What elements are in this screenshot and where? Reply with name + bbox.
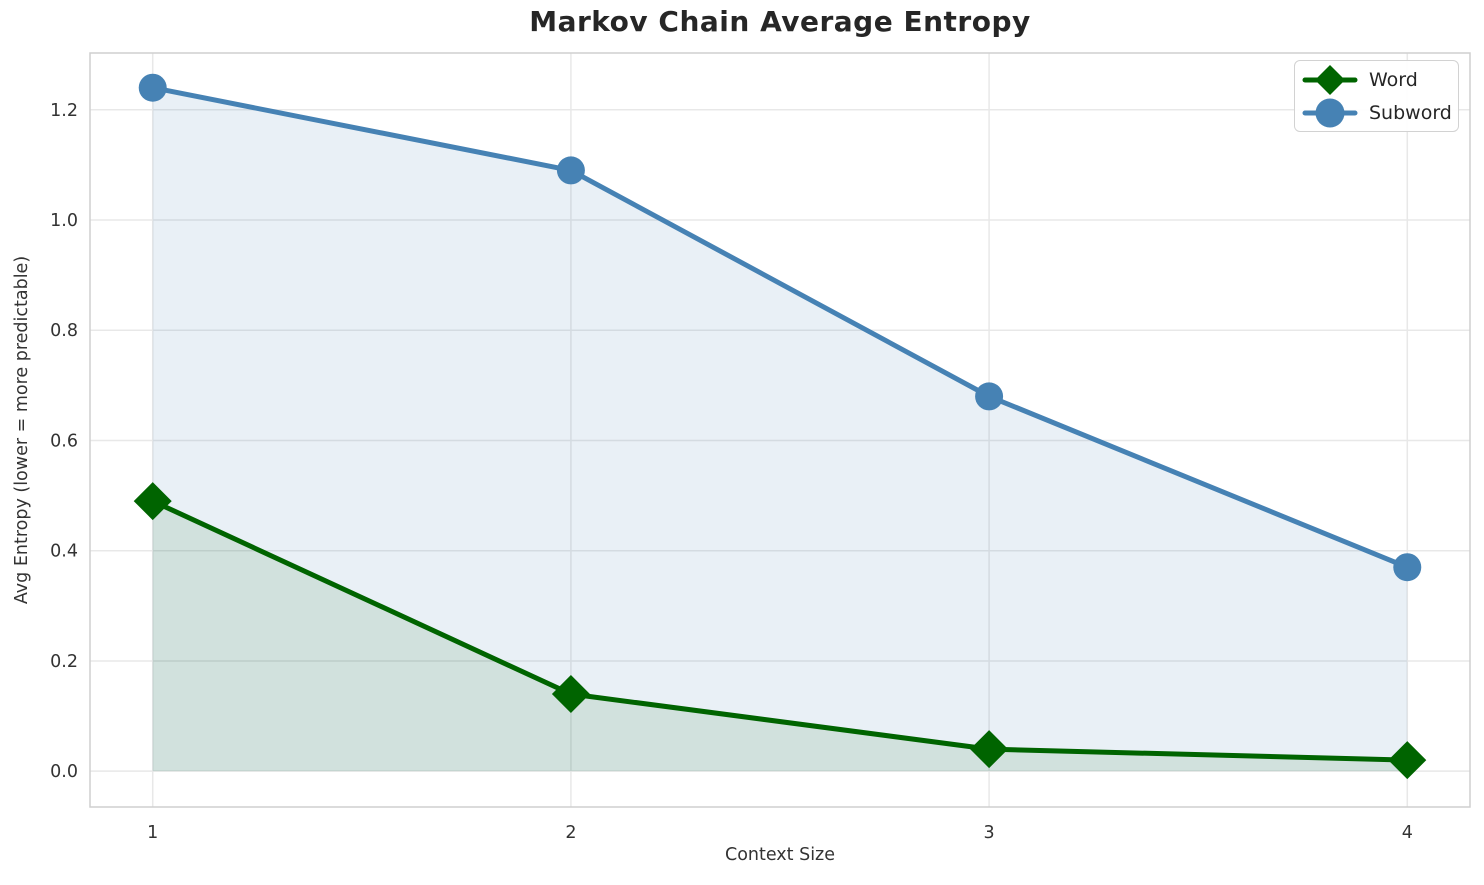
y-tick-label: 1.2 xyxy=(50,101,78,121)
area-fills xyxy=(152,87,1408,772)
marker-word xyxy=(970,730,1009,769)
marker-word xyxy=(133,482,172,521)
marker-word xyxy=(551,675,590,714)
y-tick-label: 0.0 xyxy=(50,762,78,782)
series-lines xyxy=(150,85,1410,763)
x-tick-label: 1 xyxy=(147,823,158,843)
marker-subword xyxy=(138,73,167,102)
marker-subword xyxy=(556,156,585,185)
marker-subword xyxy=(975,382,1004,411)
area-fill-subword xyxy=(152,87,1408,772)
area-fill-word xyxy=(152,501,1408,772)
legend-label-word: Word xyxy=(1369,68,1418,91)
line-word xyxy=(150,498,1410,763)
legend-item-word: Word xyxy=(1301,63,1452,96)
y-tick-label: 0.6 xyxy=(50,431,78,451)
y-tick-label: 1.0 xyxy=(50,211,78,231)
x-axis-label: Context Size xyxy=(724,845,836,865)
y-tick-label: 0.4 xyxy=(50,542,78,562)
y-tick-label: 0.2 xyxy=(50,652,78,672)
plot-border xyxy=(89,52,1471,808)
y-tick-label: 0.8 xyxy=(50,321,78,341)
x-tick-label: 4 xyxy=(1402,823,1413,843)
legend: Word Subword xyxy=(1294,60,1459,132)
marker-subword xyxy=(1393,553,1422,582)
legend-item-subword: Subword xyxy=(1301,96,1452,129)
y-axis-label: Avg Entropy (lower = more predictable) xyxy=(12,255,32,605)
subword-circle-swatch xyxy=(1302,98,1358,127)
legend-label-subword: Subword xyxy=(1369,101,1452,124)
series-markers xyxy=(133,73,1427,780)
gridlines xyxy=(90,53,1470,807)
line-subword xyxy=(150,85,1410,570)
tick-labels: 0.0 0.2 0.4 0.6 0.8 1.0 1.2 1 2 3 4 xyxy=(50,101,1413,843)
x-tick-label: 3 xyxy=(984,823,995,843)
chart-title: Markov Chain Average Entropy xyxy=(529,5,1031,38)
x-tick-label: 2 xyxy=(565,823,576,843)
marker-word xyxy=(1388,741,1427,780)
word-diamond-swatch xyxy=(1302,64,1358,95)
